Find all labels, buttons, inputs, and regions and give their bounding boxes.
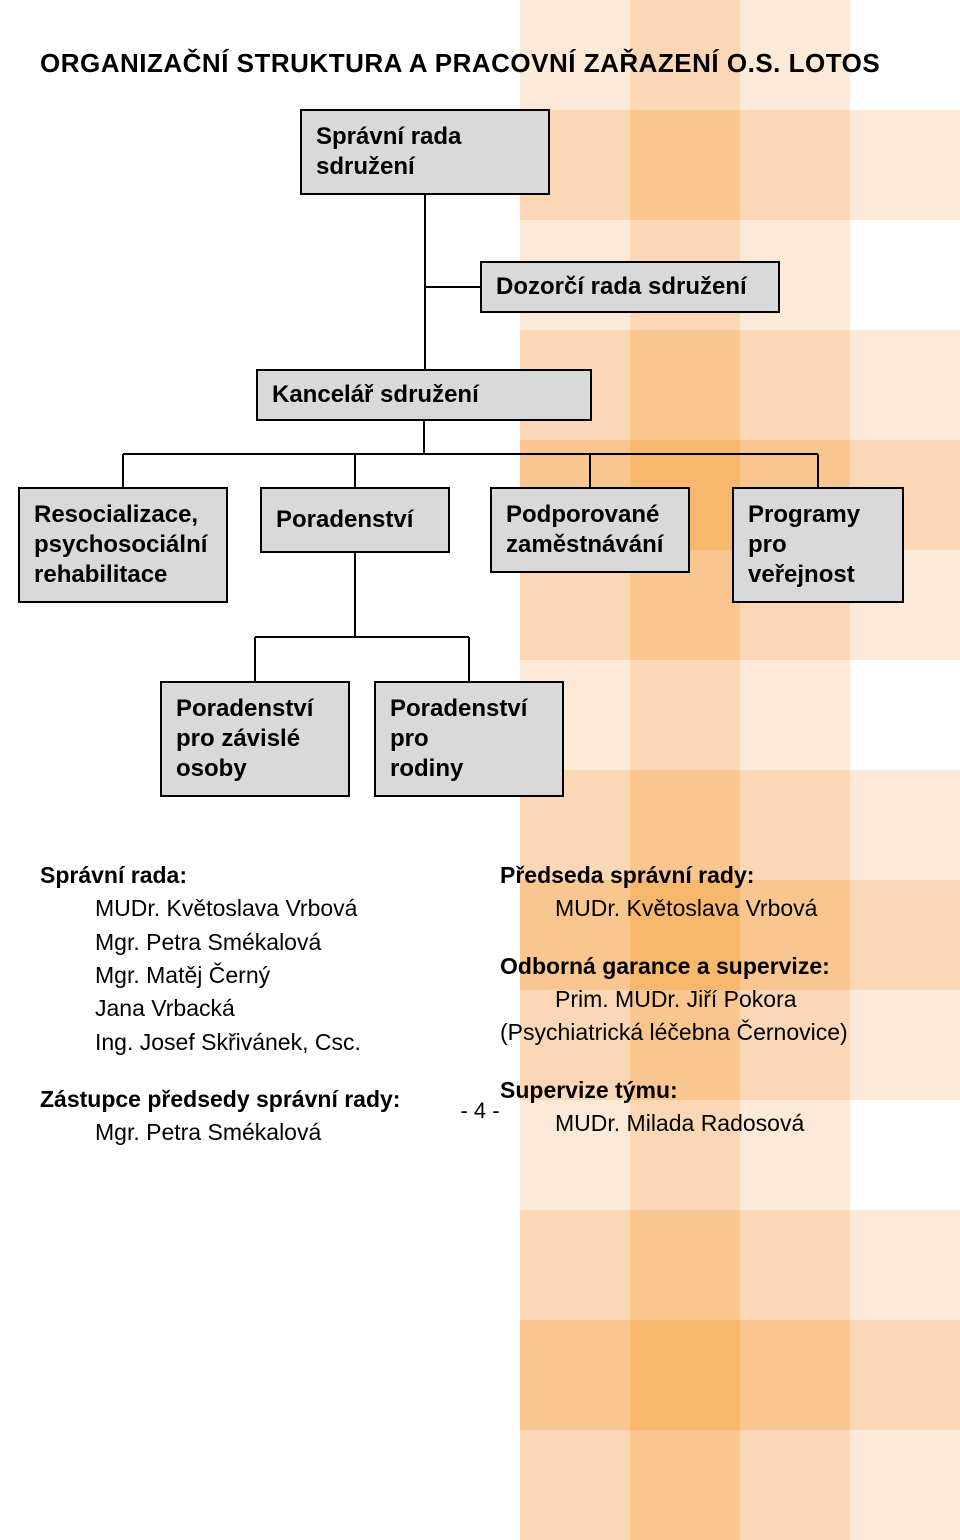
list-item: Mgr. Petra Smékalová [40,926,460,959]
org-node-root: Správní rada sdružení [300,109,550,195]
org-node-dozor: Dozorčí rada sdružení [480,261,780,313]
section-label: Odborná garance a supervize: [500,950,920,983]
section-label: Předseda správní rady: [500,859,920,892]
org-node-kanc: Kancelář sdružení [256,369,592,421]
list-item: Mgr. Matěj Černý [40,959,460,992]
note: (Psychiatrická léčebna Černovice) [500,1016,920,1049]
section-label: Správní rada: [40,859,460,892]
org-chart: Správní rada sdružení Dozorčí rada sdruže… [0,109,960,829]
page-content: ORGANIZAČNÍ STRUKTURA A PRACOVNÍ ZAŘAZEN… [0,0,960,1150]
list: Prim. MUDr. Jiří Pokora [500,983,920,1016]
list: MUDr. Květoslava VrbováMgr. Petra Smékal… [40,892,460,1059]
list-item: MUDr. Květoslava Vrbová [40,892,460,925]
page-number: - 4 - [0,1098,960,1124]
page-title: ORGANIZAČNÍ STRUKTURA A PRACOVNÍ ZAŘAZEN… [0,0,960,109]
org-node-prod: Poradenství pro rodiny [374,681,564,797]
org-node-podpor: Podporované zaměstnávání [490,487,690,573]
list-item: MUDr. Květoslava Vrbová [500,892,920,925]
list-item: Jana Vrbacká [40,992,460,1025]
org-node-porad: Poradenství [260,487,450,553]
list: MUDr. Květoslava Vrbová [500,892,920,925]
org-node-resoc: Resocializace, psychosociální rehabilita… [18,487,228,603]
list-item: Prim. MUDr. Jiří Pokora [500,983,920,1016]
org-node-pzav: Poradenství pro závislé osoby [160,681,350,797]
org-node-prog: Programy pro veřejnost [732,487,904,603]
list-item: Ing. Josef Skřivánek, Csc. [40,1026,460,1059]
